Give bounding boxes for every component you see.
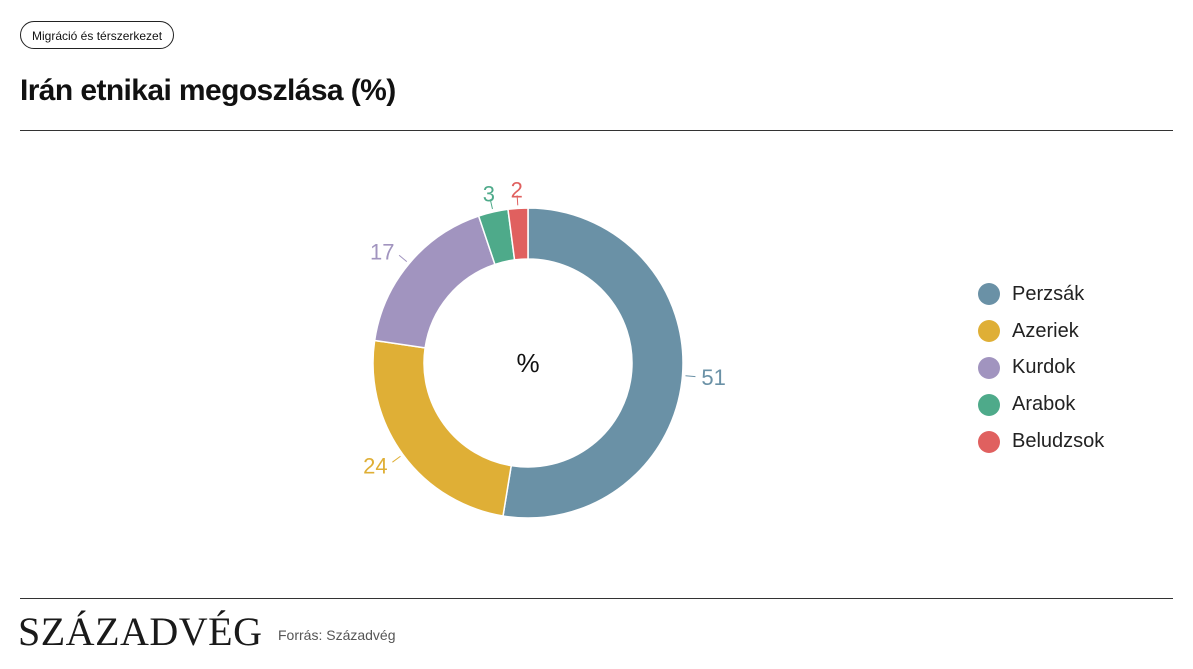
legend-swatch <box>978 283 1000 306</box>
legend-label: Perzsák <box>1012 282 1085 305</box>
slice-azeriek <box>372 339 513 517</box>
legend-swatch <box>978 320 1000 343</box>
legend-item-arabok: Arabok <box>978 386 1104 423</box>
legend-swatch <box>978 430 1000 453</box>
legend-label: Beludzsok <box>1012 430 1105 453</box>
legend-label: Arabok <box>1012 393 1076 416</box>
chart-legend: Perzsák Azeriek Kurdok Arabok Beludzsok <box>978 276 1104 460</box>
slice-perzsak <box>502 207 684 519</box>
data-label-beludzsok: 2 <box>511 177 523 202</box>
data-label-perzsak: 51 <box>701 365 725 390</box>
top-divider <box>20 130 1173 131</box>
center-label: % <box>516 348 539 378</box>
legend-label: Kurdok <box>1012 356 1076 379</box>
data-label-arabok: 3 <box>483 181 495 206</box>
legend-label: Azeriek <box>1012 319 1079 342</box>
legend-swatch <box>978 393 1000 416</box>
leader-line-perzsak <box>685 375 696 378</box>
slice-kurdok <box>373 215 496 349</box>
legend-item-azeriek: Azeriek <box>978 313 1104 350</box>
leader-line-arabok <box>489 199 493 210</box>
leader-line-beludzsok <box>516 195 519 206</box>
bottom-divider <box>20 598 1173 599</box>
page-title: Irán etnikai megoszlása (%) <box>20 74 396 107</box>
slice-beludzsok <box>507 207 529 261</box>
leader-line-azeriek <box>392 455 401 463</box>
data-label-kurdok: 17 <box>370 239 394 264</box>
source-note: Forrás: Századvég <box>278 627 396 643</box>
legend-swatch <box>978 356 1000 379</box>
legend-item-kurdok: Kurdok <box>978 350 1104 387</box>
category-tag: Migráció és térszerkezet <box>20 21 175 49</box>
legend-item-beludzsok: Beludzsok <box>978 423 1104 460</box>
legend-item-perzsak: Perzsák <box>978 276 1104 313</box>
data-label-azeriek: 24 <box>363 454 387 479</box>
brand-logo: SZÁZADVÉG <box>18 609 263 654</box>
leader-line-kurdok <box>398 254 408 263</box>
